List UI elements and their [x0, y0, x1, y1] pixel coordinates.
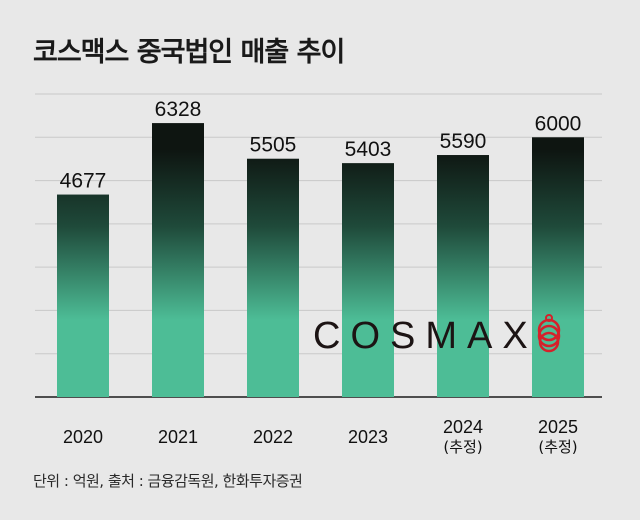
x-tick-label: 2025: [538, 417, 578, 437]
cosmax-logo: COSMAX: [313, 314, 561, 357]
data-label: 6328: [155, 98, 202, 121]
x-tick-label: 2023: [348, 427, 388, 447]
x-tick-label: 2024: [443, 417, 483, 437]
data-label: 5403: [345, 138, 392, 161]
source-note: 단위 : 억원, 출처 : 금융감독원, 한화투자증권: [33, 472, 303, 490]
chart-title: 코스맥스 중국법인 매출 추이: [33, 37, 345, 68]
x-tick-note: (추정): [443, 438, 482, 456]
bar-2022: [247, 158, 299, 397]
svg-text:COSMAX: COSMAX: [313, 315, 538, 357]
data-label: 5505: [250, 134, 297, 157]
bar-2020: [57, 194, 109, 397]
bar-2021: [152, 123, 204, 397]
x-tick-note: (추정): [538, 438, 577, 456]
x-tick-label: 2020: [63, 427, 103, 447]
x-tick-label: 2021: [158, 427, 198, 447]
data-label: 6000: [535, 112, 582, 135]
x-tick-label: 2022: [253, 427, 293, 447]
bar-2024: [437, 155, 489, 397]
bar-2023: [342, 163, 394, 397]
data-label: 4677: [60, 170, 107, 193]
bar-2025: [532, 137, 584, 398]
data-label: 5590: [440, 130, 487, 153]
